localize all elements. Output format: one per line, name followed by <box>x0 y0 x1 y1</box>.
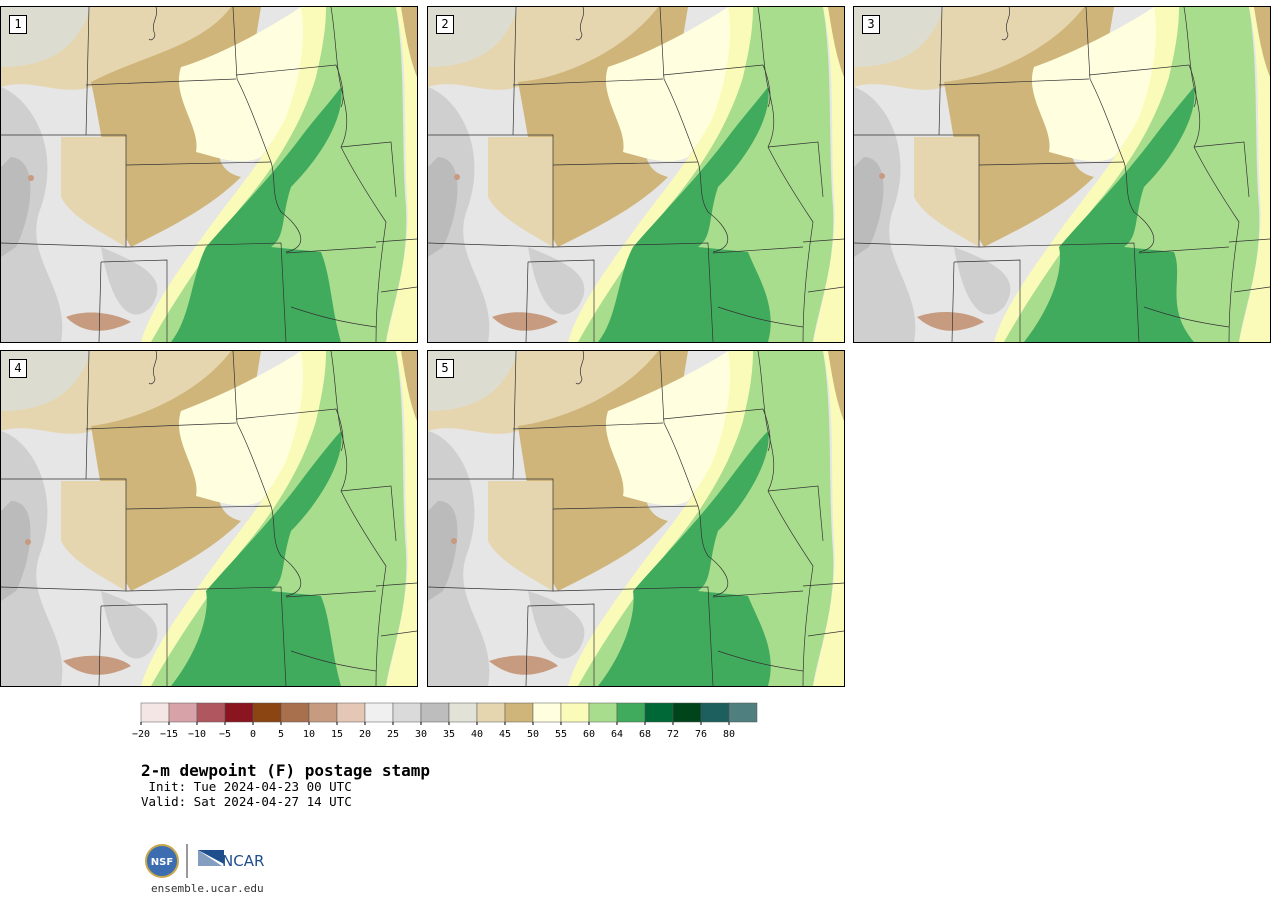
colorbar-tick-label: 20 <box>359 729 371 740</box>
colorbar-tick-label: 40 <box>471 729 483 740</box>
colorbar-tick-label: −5 <box>219 729 231 740</box>
colorbar-tick-label: 45 <box>499 729 511 740</box>
colorbar-tick-label: 60 <box>583 729 595 740</box>
colorbar-tick-label: 35 <box>443 729 455 740</box>
dewpoint-map <box>428 7 844 342</box>
colorbar-legend: −20 −15 −10 −5 0 5 10 15 20 25 30 35 40 45 50 55 60 64 68 7… <box>132 702 761 743</box>
colorbar-swatch <box>700 702 730 723</box>
colorbar-tick-label: 10 <box>303 729 315 740</box>
colorbar-swatch <box>140 702 170 723</box>
nsf-ncar-logo: NSF NCAR <box>145 844 264 878</box>
colorbar-swatch <box>728 702 758 723</box>
postage-stamp-panel: 5 <box>427 350 845 687</box>
valid-time: Valid: Sat 2024-04-27 14 UTC <box>141 794 352 809</box>
colorbar-swatch <box>364 702 394 723</box>
colorbar-swatch <box>168 702 198 723</box>
logos: NSF NCAR <box>144 842 276 880</box>
postage-stamp-panel: 2 <box>427 6 845 343</box>
colorbar-tick-label: 68 <box>639 729 651 740</box>
colorbar-swatch <box>476 702 506 723</box>
member-label: 4 <box>9 359 27 378</box>
colorbar-swatch <box>588 702 618 723</box>
colorbar-swatch <box>420 702 450 723</box>
colorbar-tick-label: 64 <box>611 729 623 740</box>
colorbar-tick-label: 80 <box>723 729 735 740</box>
colorbar-swatch <box>616 702 646 723</box>
colorbar-swatch <box>196 702 226 723</box>
colorbar-tick-label: 5 <box>278 729 284 740</box>
member-label: 5 <box>436 359 454 378</box>
member-label: 2 <box>436 15 454 34</box>
colorbar-swatch <box>448 702 478 723</box>
dewpoint-map <box>854 7 1270 342</box>
website-url: ensemble.ucar.edu <box>151 882 264 895</box>
dewpoint-map <box>1 351 417 686</box>
colorbar-tick-label: 30 <box>415 729 427 740</box>
colorbar-tick-label: −20 <box>132 729 150 740</box>
colorbar-swatch <box>644 702 674 723</box>
colorbar-svg: −20 −15 −10 −5 0 5 10 15 20 25 30 35 40 45 50 55 60 64 68 7… <box>132 702 758 740</box>
colorbar-tick-label: −15 <box>160 729 178 740</box>
postage-stamp-panel: 1 <box>0 6 418 343</box>
postage-stamp-panel: 4 <box>0 350 418 687</box>
colorbar-tick-label: 0 <box>250 729 256 740</box>
figure-title: 2-m dewpoint (F) postage stamp <box>141 761 430 780</box>
colorbar-swatch <box>308 702 338 723</box>
colorbar-tick-label: −10 <box>188 729 206 740</box>
ncar-logo-text: NCAR <box>222 852 264 870</box>
colorbar-swatch <box>560 702 590 723</box>
colorbar-tick-label: 15 <box>331 729 343 740</box>
init-time: Init: Tue 2024-04-23 00 UTC <box>141 779 352 794</box>
colorbar-swatch <box>532 702 562 723</box>
colorbar-swatch <box>392 702 422 723</box>
nsf-logo-text: NSF <box>151 857 173 868</box>
dewpoint-map <box>1 7 417 342</box>
colorbar-swatch <box>224 702 254 723</box>
colorbar-swatch <box>672 702 702 723</box>
colorbar-tick-label: 25 <box>387 729 399 740</box>
colorbar-swatch <box>504 702 534 723</box>
colorbar-tick-label: 50 <box>527 729 539 740</box>
colorbar-tick-label: 76 <box>695 729 707 740</box>
colorbar-swatch <box>336 702 366 723</box>
colorbar-swatch <box>280 702 310 723</box>
ncar-logo-icon <box>198 850 224 864</box>
member-label: 1 <box>9 15 27 34</box>
colorbar-tick-label: 72 <box>667 729 679 740</box>
colorbar-swatch <box>252 702 282 723</box>
nsf-logo-icon <box>145 844 179 878</box>
member-label: 3 <box>862 15 880 34</box>
colorbar-tick-label: 55 <box>555 729 567 740</box>
postage-stamp-panel: 3 <box>853 6 1271 343</box>
dewpoint-map <box>428 351 844 686</box>
